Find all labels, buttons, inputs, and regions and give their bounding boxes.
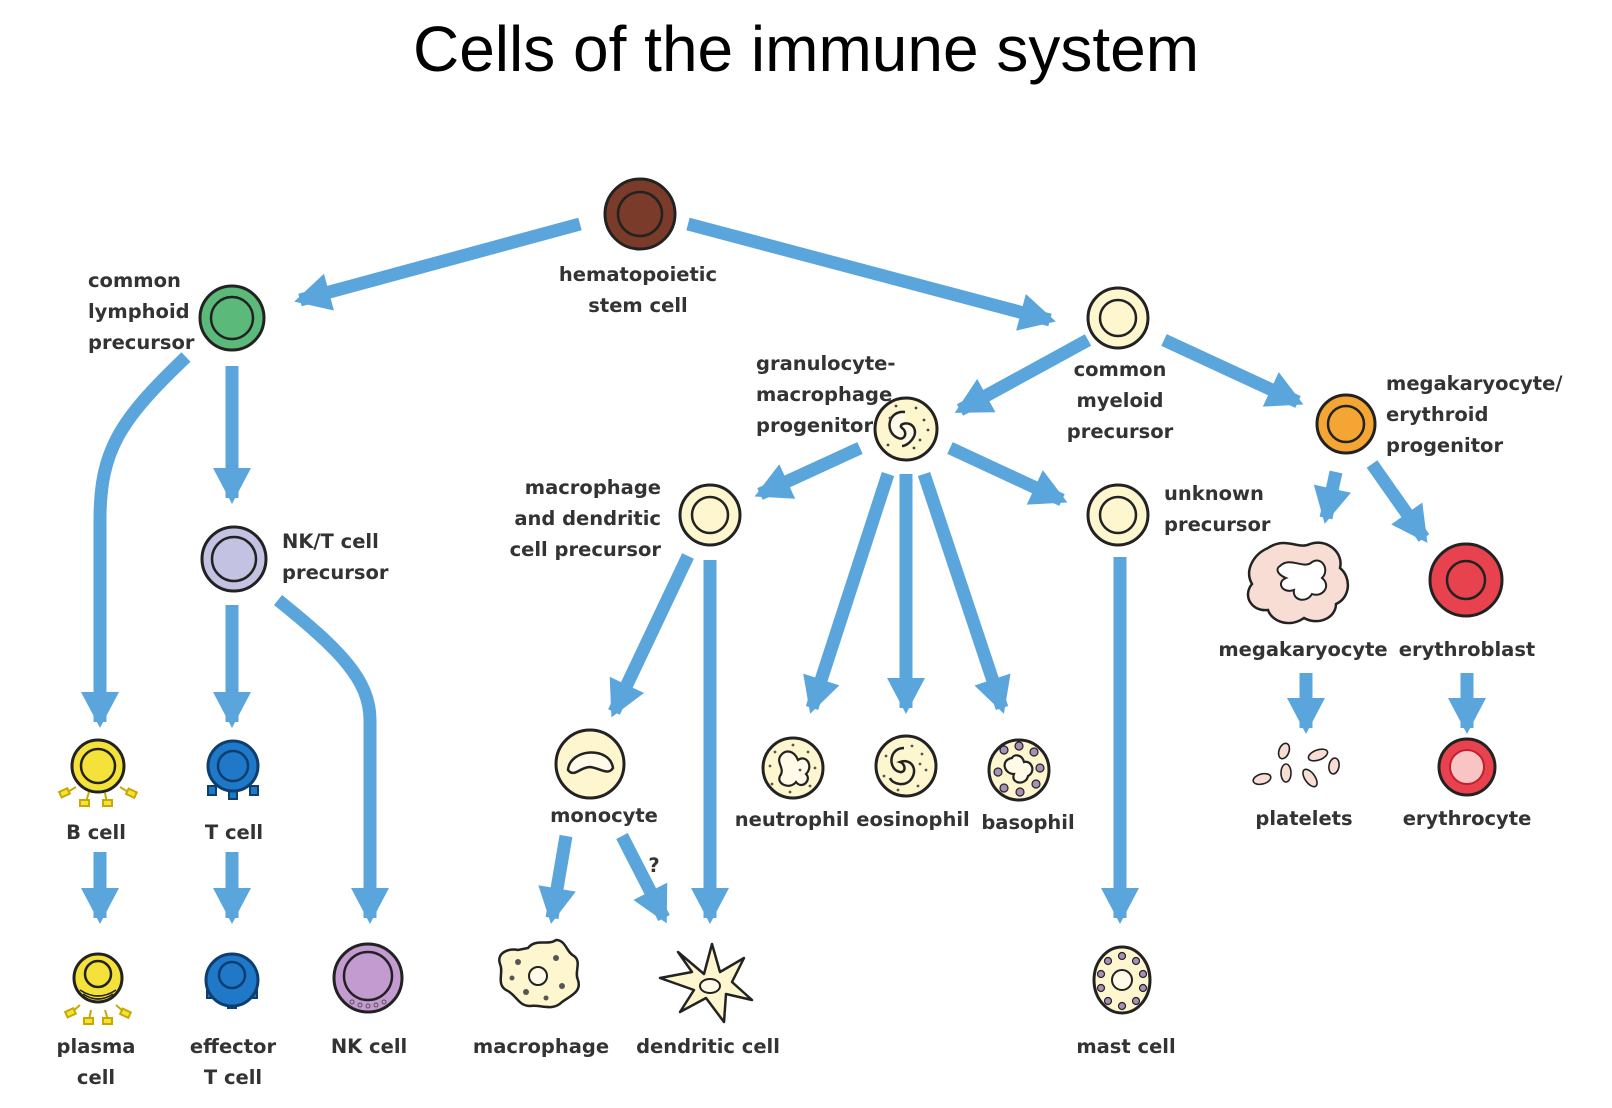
- arrow-megakaryocyte-to-platelets-head: [1287, 698, 1325, 734]
- arrow-gmp-to-basophil-head: [974, 673, 1011, 714]
- dendritic-cell-icon: [658, 942, 754, 1024]
- label-t-cell: T cell: [205, 821, 263, 844]
- label-neutrophil: neutrophil: [735, 808, 850, 831]
- label-unknown-precursor: unknown precursor: [1164, 482, 1271, 536]
- cell-icons: [57, 177, 1504, 1025]
- arrow-clp-to-nkt-head: [213, 468, 251, 504]
- hematopoietic-stem-cell-icon: [603, 177, 677, 251]
- arrow-gmp-to-basophil: [917, 471, 1009, 711]
- label-platelets: platelets: [1255, 807, 1352, 830]
- label-erythroblast: erythroblast: [1399, 638, 1536, 661]
- arrow-clp-to-bcell-head: [81, 692, 119, 728]
- neutrophil-icon: [761, 736, 825, 800]
- arrow-mdp-to-monocyte-head: [609, 676, 645, 718]
- erythrocyte-icon: [1437, 737, 1497, 797]
- plasma-cell-icon: [63, 952, 133, 1025]
- t-cell-icon: [206, 739, 260, 800]
- label-plasma-cell: plasma cell: [57, 1035, 136, 1089]
- label-hematopoietic-stem-cell: hematopoietic stem cell: [559, 263, 717, 317]
- granulocyte-macrophage-progenitor-icon: [873, 396, 939, 462]
- arrow-cmp-to-mep-head: [1262, 372, 1304, 407]
- nkt-cell-precursor-icon: [200, 525, 268, 593]
- arrow-gmp-to-neutrophil: [805, 471, 895, 711]
- label-dendritic-cell: dendritic cell: [636, 1035, 780, 1058]
- arrow-mdp-to-dendritic-head: [691, 888, 729, 924]
- effector-t-cell-icon: [204, 952, 260, 1009]
- arrow-tcell-to-effector-head: [213, 888, 251, 924]
- label-granulocyte-macrophage-progenitor: granulocyte-macrophage progenitor: [756, 352, 896, 437]
- label-erythrocyte: erythrocyte: [1403, 807, 1532, 830]
- label-nkt-cell-precursor: NK/T cell precursor: [282, 530, 389, 584]
- arrow-monocyte-to-dendritic-head: [633, 882, 668, 924]
- cell-labels: hematopoietic stem cell common lymphoid pre…: [57, 263, 1564, 1089]
- label-monocyte: monocyte: [550, 804, 658, 827]
- label-eosinophil: eosinophil: [856, 808, 969, 831]
- arrow-gmp-to-eosinophil-head: [887, 678, 925, 714]
- label-macrophage: macrophage: [473, 1035, 609, 1058]
- arrow-unknown-to-mast-head: [1101, 888, 1139, 924]
- common-lymphoid-precursor-icon: [198, 284, 266, 352]
- arrow-hsc-to-clp: [298, 217, 582, 307]
- arrow-clp-to-bcell: [93, 352, 191, 722]
- erythroblast-icon: [1428, 542, 1504, 618]
- megakaryocyte-icon: [1246, 541, 1349, 625]
- basophil-icon: [987, 738, 1051, 802]
- arrow-cmp-to-gmp-head: [954, 378, 996, 413]
- arrow-mep-to-erythroblast-head: [1391, 502, 1428, 543]
- diagram-title: Cells of the immune system: [412, 13, 1200, 85]
- arrow-gmp-to-unknown-head: [1026, 470, 1068, 505]
- arrow-erythroblast-to-erythrocyte-head: [1448, 698, 1486, 734]
- monocyte-icon: [554, 728, 626, 800]
- arrow-gmp-to-mdp-head: [754, 464, 796, 499]
- label-megakaryocyte: megakaryocyte: [1218, 638, 1387, 661]
- label-basophil: basophil: [981, 811, 1074, 834]
- macrophage-dendritic-precursor-icon: [678, 483, 742, 547]
- label-megakaryocyte-erythroid-progenitor: megakaryocyte/erythroid progenitor: [1386, 372, 1563, 457]
- lineage-arrows: [81, 217, 1486, 924]
- eosinophil-icon: [874, 734, 938, 798]
- label-common-lymphoid-precursor: common lymphoid precursor: [88, 269, 195, 354]
- arrow-mep-to-megakaryocyte-head: [1313, 484, 1351, 524]
- label-question-mark: ?: [648, 854, 659, 877]
- arrow-hsc-to-cmp-head: [1016, 293, 1056, 331]
- megakaryocyte-erythroid-progenitor-icon: [1315, 393, 1377, 455]
- arrow-hsc-to-clp-head: [294, 273, 334, 311]
- arrow-nkt-to-nkcell-head: [351, 888, 389, 924]
- arrow-nkt-to-nkcell: [273, 594, 377, 918]
- mast-cell-icon: [1092, 945, 1152, 1015]
- arrow-monocyte-to-macrophage-head: [538, 885, 576, 924]
- arrow-gmp-to-neutrophil-head: [803, 673, 840, 714]
- label-common-myeloid-precursor: common myeloid precursor: [1067, 358, 1174, 443]
- unknown-precursor-icon: [1086, 483, 1150, 547]
- label-b-cell: B cell: [66, 821, 126, 844]
- platelets-icon: [1252, 742, 1340, 788]
- arrow-bcell-to-plasma-head: [81, 888, 119, 924]
- macrophage-icon: [498, 938, 581, 1009]
- label-nk-cell: NK cell: [331, 1035, 407, 1058]
- label-mast-cell: mast cell: [1076, 1035, 1175, 1058]
- b-cell-icon: [57, 738, 139, 807]
- label-macrophage-dendritic-precursor: macrophage and dendritic cell precursor: [510, 476, 662, 561]
- common-myeloid-precursor-icon: [1086, 286, 1150, 350]
- nk-cell-icon: [332, 942, 404, 1014]
- arrow-nkt-to-tcell-head: [213, 692, 251, 728]
- label-effector-t-cell: effector T cell: [190, 1035, 277, 1089]
- arrow-hsc-to-cmp: [686, 217, 1052, 327]
